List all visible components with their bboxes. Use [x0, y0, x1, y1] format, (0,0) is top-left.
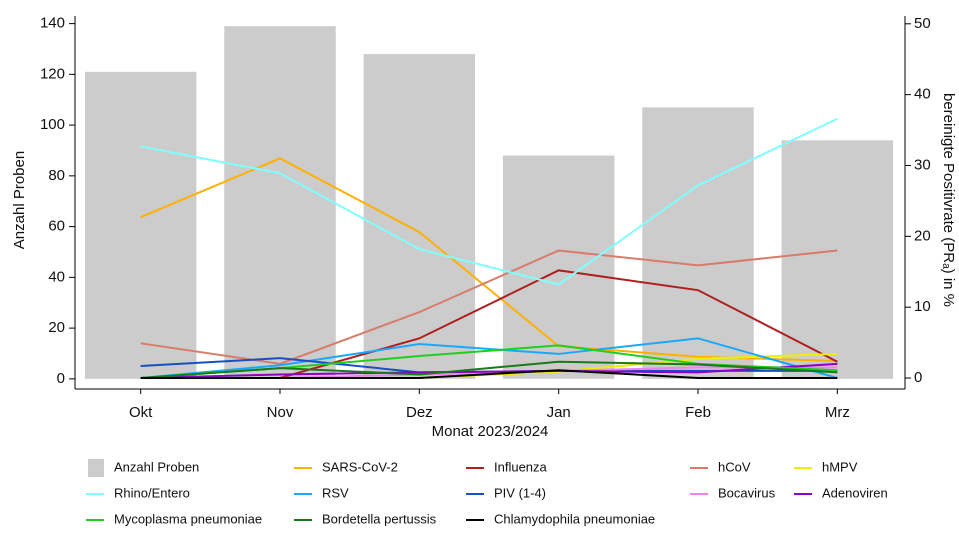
- line-series: [140, 362, 838, 380]
- legend-label: hMPV: [822, 459, 858, 474]
- y2-tick-label: 40: [914, 86, 931, 103]
- lines: [140, 117, 838, 380]
- legend-label: Bocavirus: [718, 485, 776, 500]
- bar: [84, 71, 197, 379]
- legend-label: Anzahl Proben: [114, 459, 199, 474]
- x-tick-label: Dez: [406, 404, 433, 421]
- line-series: [140, 369, 838, 380]
- y-tick-label: 40: [48, 268, 65, 285]
- y-tick-label: 0: [57, 370, 65, 387]
- y2-tick-label: 0: [914, 369, 922, 386]
- line-series: [140, 360, 838, 380]
- y-tick-label: 120: [40, 65, 65, 82]
- bar: [224, 26, 336, 379]
- bar: [642, 107, 754, 379]
- x-tick-label: Okt: [129, 404, 153, 421]
- y-tick-label: 60: [48, 218, 65, 235]
- x-tick-label: Jan: [547, 404, 571, 421]
- x-tick-label: Nov: [267, 404, 294, 421]
- legend-label: Influenza: [494, 459, 548, 474]
- line-series: [140, 117, 838, 286]
- y-tick-label: 20: [48, 319, 65, 336]
- y2-tick-label: 30: [914, 156, 931, 173]
- x-tick-label: Mrz: [825, 404, 850, 421]
- x-tick-label: Feb: [685, 404, 711, 421]
- legend-label: SARS-CoV-2: [322, 459, 398, 474]
- bar: [363, 54, 476, 379]
- x-axis-label: Monat 2023/2024: [432, 423, 549, 440]
- legend-label: PIV (1-4): [494, 485, 546, 500]
- legend-label: RSV: [322, 485, 349, 500]
- line-series: [140, 337, 838, 380]
- legend-label: Mycoplasma pneumoniae: [114, 511, 262, 526]
- bar: [781, 140, 894, 379]
- legend-label: hCoV: [718, 459, 751, 474]
- y2-tick-label: 50: [914, 15, 931, 32]
- legend-label: Rhino/Entero: [114, 485, 190, 500]
- y-tick-label: 140: [40, 15, 65, 32]
- y2-tick-label: 20: [914, 227, 931, 244]
- y-axis-label: Anzahl Proben: [11, 151, 28, 249]
- y-tick-label: 80: [48, 167, 65, 184]
- bars: [84, 26, 894, 379]
- legend-swatch: [88, 459, 104, 477]
- legend-label: Adenoviren: [822, 485, 888, 500]
- y-tick-label: 100: [40, 116, 65, 133]
- legend-label: Bordetella pertussis: [322, 511, 437, 526]
- y2-axis-label: bereinigte Positivrate (PRₐ) in %: [940, 93, 957, 307]
- y2-tick-label: 10: [914, 298, 931, 315]
- legend: Anzahl Proben SARS-CoV-2 Influenza hCoV hMPV…: [86, 459, 888, 526]
- legend-label: Chlamydophila pneumoniae: [494, 511, 655, 526]
